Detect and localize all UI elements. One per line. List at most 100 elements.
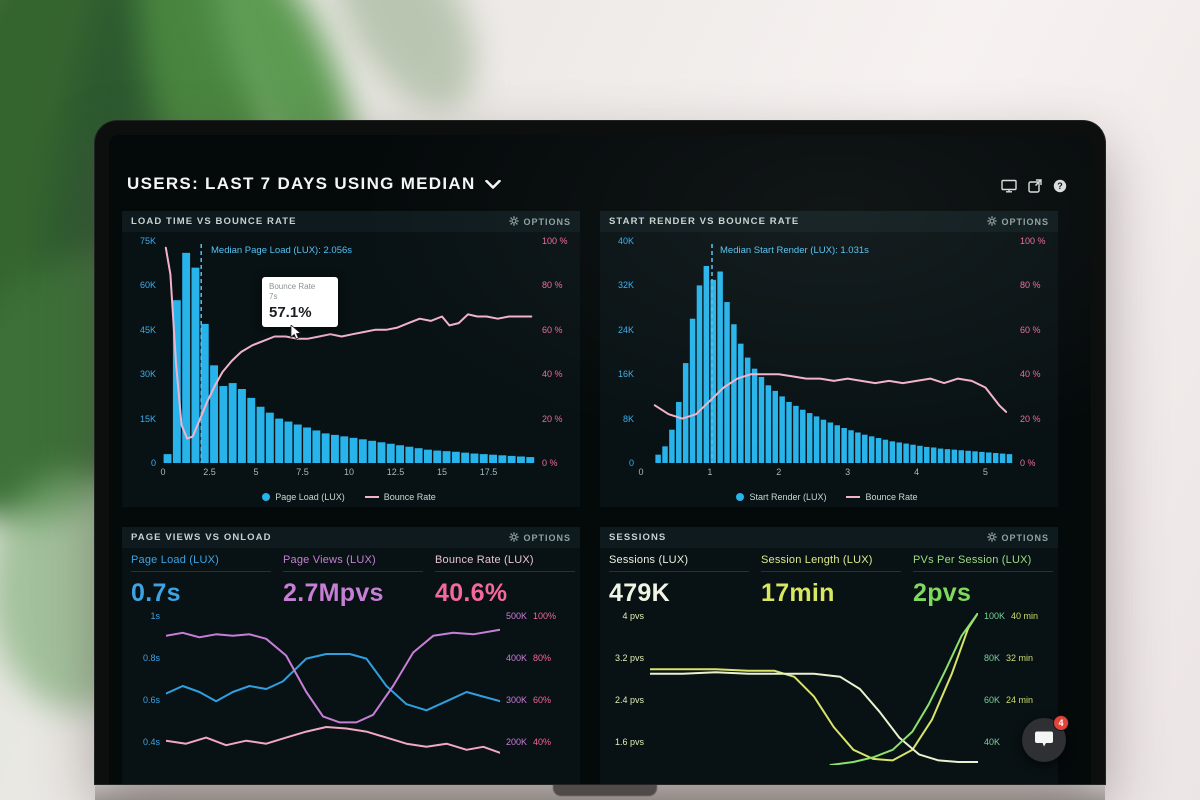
sessions-chart[interactable] [649,612,979,766]
y-tick: 16K [617,369,634,380]
y-tick-pair: 300K 60% [506,695,552,705]
y-tick: 40 % [542,369,563,380]
y-tick: 40K [617,236,634,246]
metric-session-length: Session Length (LUX) 17min [761,554,901,608]
y-tick-pair: 80K 32 min [984,653,1034,663]
metric-label: Page Views (LUX) [283,554,423,572]
gear-icon [987,531,998,544]
gear-icon [509,531,520,544]
load-time-chart[interactable] [163,241,535,463]
metric-value: 2.7Mpvs [283,579,384,607]
metric-page-load: Page Load (LUX) 0.7s [131,554,271,608]
options-label: OPTIONS [1001,216,1049,227]
x-tick: 5 [253,467,259,477]
y-tick: 0.6s [142,695,160,705]
legend-item: Bounce Rate [846,492,918,502]
laptop: USERS: LAST 7 DAYS USING MEDIAN ? [95,121,1105,784]
y-tick: 0 [628,457,634,468]
chat-widget-button[interactable]: 4 [1022,715,1069,762]
y-tick: 40 % [1020,369,1041,380]
chevron-down-icon[interactable] [484,179,501,189]
tooltip-value: 57.1% [269,304,312,321]
legend-item: Bounce Rate [364,492,436,502]
y-tick-pair: 200K 40% [506,737,552,747]
panel-title: LOAD TIME VS BOUNCE RATE [131,216,297,227]
page-views-chart[interactable] [165,613,501,765]
metric-sessions: Sessions (LUX) 479K [609,554,749,608]
y-tick: 20 % [1020,413,1041,424]
y-tick-pair: 60K 24 min [984,695,1034,705]
x-axis: 0 1 2 3 4 5 [638,467,1013,479]
x-tick: 2.5 [203,467,216,477]
x-tick: 1 [707,467,713,477]
y-tick: 100 % [1020,236,1046,246]
chat-bubble-icon [1035,731,1053,747]
y-tick-pair: 40K [984,737,1001,747]
panel-header: PAGE VIEWS VS ONLOAD OPTIONS [122,527,580,548]
y-tick: 60K [139,280,156,291]
y-tick: 0 % [542,457,558,468]
tooltip-bucket: 7s [269,292,278,301]
open-window-icon[interactable] [1028,179,1042,193]
display-icon[interactable] [1001,179,1017,193]
mouse-cursor-icon [290,324,303,345]
legend-label: Start Render (LUX) [749,492,827,502]
panel-load-time: LOAD TIME VS BOUNCE RATE OPTIONS 75K 60K… [122,211,580,507]
y-tick: 0 % [1020,457,1036,468]
y-tick: 45K [139,324,156,335]
y-tick: 1.6 pvs [614,737,644,747]
legend-line-icon [364,496,379,498]
y-axis-right: 100K 40 min 80K 32 min 60K 24 min 40K [984,610,1056,748]
laptop-hinge [553,784,657,796]
gear-icon [509,215,520,228]
y-tick: 60 % [1020,324,1041,335]
y-axis-right: 500K 100% 400K 80% 300K 60% 200K 40% [506,610,578,748]
panel-header: START RENDER VS BOUNCE RATE OPTIONS [600,211,1058,232]
y-axis-left: 1s 0.8s 0.6s 0.4s [122,610,160,748]
options-button[interactable]: OPTIONS [987,215,1049,228]
dashboard-header: USERS: LAST 7 DAYS USING MEDIAN [127,171,501,197]
metric-label: PVs Per Session (LUX) [913,554,1053,572]
x-tick: 0 [160,467,166,477]
chat-unread-badge: 4 [1053,715,1069,731]
y-tick: 0.8s [142,653,160,663]
metric-value: 17min [761,579,835,607]
options-button[interactable]: OPTIONS [509,531,571,544]
options-button[interactable]: OPTIONS [509,215,571,228]
panel-title: START RENDER VS BOUNCE RATE [609,216,800,227]
metric-label: Page Load (LUX) [131,554,271,572]
y-tick: 80 % [1020,280,1041,291]
metric-label: Sessions (LUX) [609,554,749,572]
x-tick: 5 [982,467,988,477]
y-tick: 8K [622,413,634,424]
panel-start-render: START RENDER VS BOUNCE RATE OPTIONS 40K … [600,211,1058,507]
x-tick: 12.5 [386,467,405,477]
x-tick: 15 [436,467,448,477]
x-tick: 2 [776,467,782,477]
chart-legend: Start Render (LUX) Bounce Rate [641,492,1013,502]
options-button[interactable]: OPTIONS [987,531,1049,544]
options-label: OPTIONS [523,216,571,227]
median-annotation: Median Page Load (LUX): 2.056s [211,245,353,256]
y-tick: 24K [617,324,634,335]
y-axis-right: 100 % 80 % 60 % 40 % 20 % 0 % [542,235,580,469]
start-render-chart[interactable] [641,241,1013,464]
svg-text:?: ? [1057,181,1063,191]
x-axis: 0 2.5 5 7.5 10 12.5 15 17.5 [160,467,535,479]
legend-label: Bounce Rate [865,492,918,502]
y-tick: 80 % [542,280,563,291]
y-tick: 20 % [542,413,563,424]
y-tick-pair: 500K 100% [506,611,557,621]
y-tick: 100 % [542,236,568,246]
legend-label: Page Load (LUX) [275,492,345,502]
panel-sessions: SESSIONS OPTIONS Sessions (LUX) 479K Ses… [600,527,1058,784]
y-tick: 4 pvs [622,611,644,621]
y-tick: 75K [139,236,156,246]
chart-legend: Page Load (LUX) Bounce Rate [163,492,535,502]
options-label: OPTIONS [1001,532,1049,543]
y-tick: 1s [150,611,160,621]
help-icon[interactable]: ? [1053,179,1067,193]
y-axis-left: 4 pvs 3.2 pvs 2.4 pvs 1.6 pvs [600,610,644,748]
y-tick: 3.2 pvs [614,653,644,663]
legend-line-icon [846,496,861,498]
